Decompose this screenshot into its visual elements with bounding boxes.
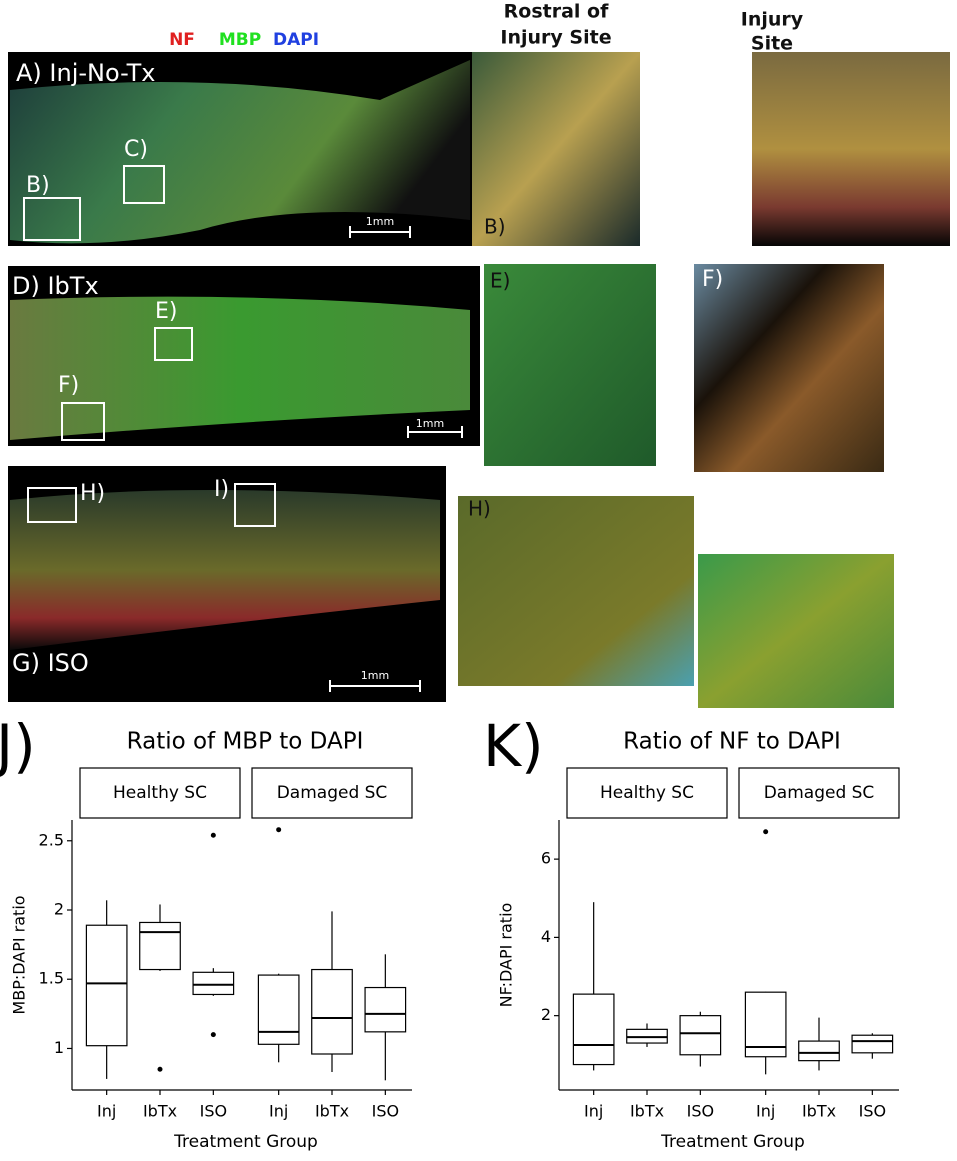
outlier — [210, 1032, 216, 1038]
facet-strip — [79, 767, 241, 819]
scale-bar — [329, 680, 421, 692]
scale-label: 1mm — [361, 669, 389, 682]
micrograph — [472, 52, 640, 246]
facet-label: Healthy SC — [600, 783, 694, 803]
micrograph — [694, 264, 884, 472]
x-tick-label: IbTx — [315, 1102, 349, 1121]
micrograph — [458, 496, 694, 686]
micrograph — [752, 52, 950, 246]
inset-label: E) — [155, 299, 177, 324]
inset-label: B) — [484, 215, 506, 239]
x-tick-label: Inj — [584, 1102, 603, 1121]
inset-box — [27, 487, 77, 523]
inset-label: H) — [468, 497, 491, 521]
y-axis-label: MBP:DAPI ratio — [10, 895, 29, 1014]
panel-label: K) — [483, 712, 544, 780]
y-tick-label: 2.5 — [39, 830, 64, 849]
panel-label: J) — [0, 712, 36, 780]
y-tick-label: 1 — [54, 1038, 64, 1057]
x-tick-label: Inj — [97, 1102, 116, 1121]
outlier — [157, 1066, 163, 1072]
scale-label: 1mm — [416, 417, 444, 430]
facet-strip — [251, 767, 413, 819]
column-header: Injury — [741, 9, 804, 31]
outlier — [763, 829, 769, 835]
panel-title: D) IbTx — [12, 272, 99, 300]
column-header: Site — [751, 33, 793, 55]
x-tick-label: Inj — [269, 1102, 288, 1121]
box — [139, 921, 181, 971]
scale-label: 1mm — [366, 215, 394, 228]
y-tick-label: 2 — [54, 900, 64, 919]
micrograph — [484, 264, 656, 466]
chart-title: Ratio of MBP to DAPI — [127, 729, 364, 755]
box — [311, 968, 353, 1055]
inset-box — [61, 402, 105, 441]
inset-label: E) — [490, 269, 510, 293]
x-axis-label: Treatment Group — [660, 1132, 805, 1152]
x-tick-label: ISO — [859, 1102, 886, 1121]
x-tick-label: IbTx — [143, 1102, 177, 1121]
outlier — [276, 827, 282, 833]
panel-title: G) ISO — [12, 649, 89, 677]
y-axis-label: NF:DAPI ratio — [497, 903, 516, 1008]
inset-box — [123, 165, 165, 204]
x-tick-label: IbTx — [630, 1102, 664, 1121]
facet-label: Damaged SC — [277, 783, 388, 803]
stain-label: MBP — [219, 30, 261, 50]
stain-label: NF — [169, 30, 195, 50]
micrograph — [698, 554, 894, 708]
column-header: Injury Site — [500, 27, 611, 49]
box — [679, 1015, 722, 1056]
box — [192, 971, 235, 996]
x-tick-label: IbTx — [802, 1102, 836, 1121]
tissue — [10, 296, 470, 440]
y-tick-label: 4 — [541, 927, 551, 946]
box — [798, 1040, 840, 1062]
stain-label: DAPI — [273, 30, 319, 50]
inset-box — [23, 197, 81, 241]
inset-label: F) — [58, 373, 79, 398]
inset-label: H) — [80, 481, 105, 506]
tissue — [10, 490, 440, 650]
facet-label: Healthy SC — [113, 783, 207, 803]
box — [257, 974, 300, 1045]
x-tick-label: ISO — [200, 1102, 227, 1121]
inset-box — [234, 483, 276, 527]
facet-label: Damaged SC — [764, 783, 875, 803]
inset-label: C) — [124, 137, 148, 162]
x-tick-label: ISO — [687, 1102, 714, 1121]
box — [85, 924, 128, 1047]
inset-label: B) — [26, 173, 50, 198]
inset-label: I) — [214, 477, 229, 502]
x-axis-label: Treatment Group — [173, 1132, 318, 1152]
y-tick-label: 1.5 — [39, 969, 64, 988]
box — [851, 1034, 894, 1054]
inset-label: F) — [702, 267, 723, 292]
chart-title: Ratio of NF to DAPI — [623, 729, 841, 755]
facet-strip — [738, 767, 900, 819]
facet-strip — [566, 767, 728, 819]
x-tick-label: Inj — [756, 1102, 775, 1121]
x-tick-label: ISO — [372, 1102, 399, 1121]
column-header: Rostral of — [504, 1, 609, 23]
panel-title: A) Inj-No-Tx — [16, 59, 155, 87]
box — [572, 993, 615, 1066]
outlier — [210, 832, 216, 838]
scale-bar — [349, 226, 411, 238]
box — [364, 986, 407, 1033]
inset-box — [154, 327, 193, 361]
y-tick-label: 2 — [541, 1005, 551, 1024]
scale-bar — [407, 426, 463, 438]
y-tick-label: 6 — [541, 849, 551, 868]
